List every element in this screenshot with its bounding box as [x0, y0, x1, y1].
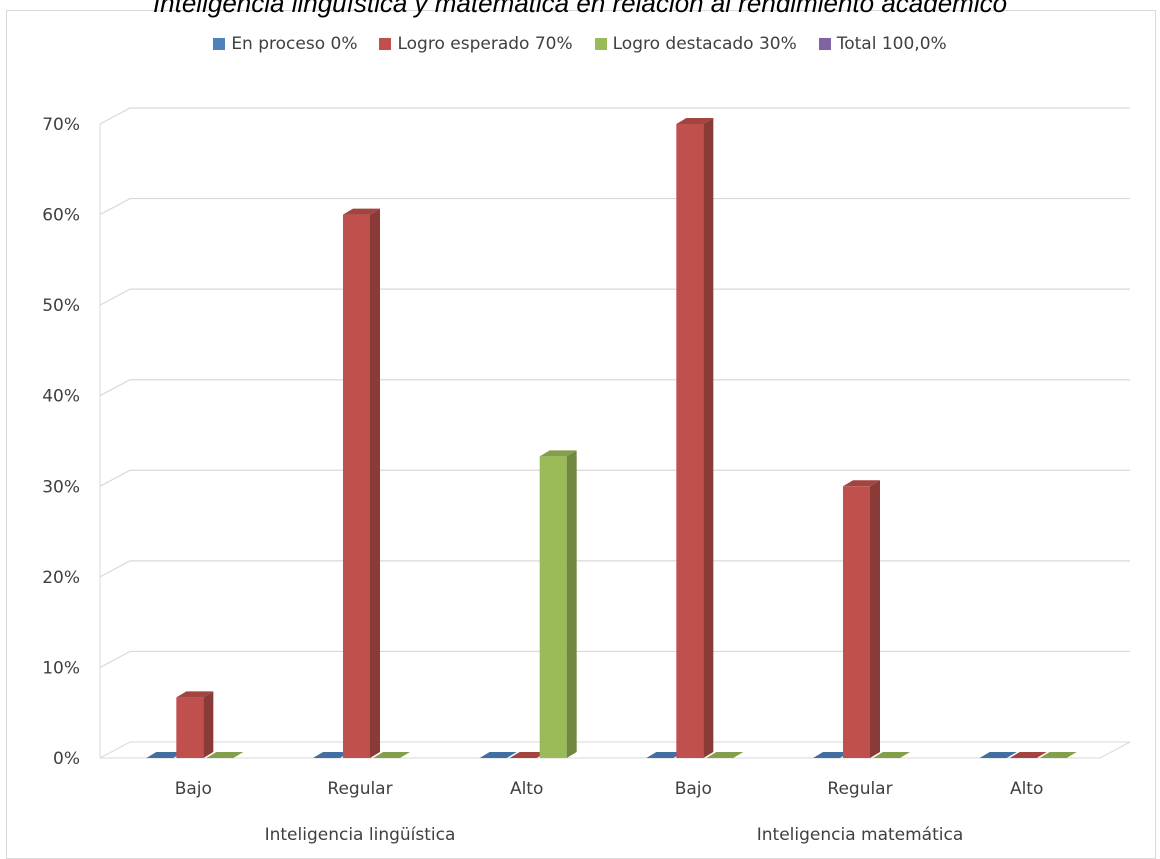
bar-side [203, 691, 214, 758]
x-tick-label: Regular [827, 779, 892, 799]
y-tick-label: 40% [42, 387, 80, 407]
x-tick-label: Alto [510, 779, 543, 799]
x-tick-label: Bajo [175, 779, 212, 799]
bar-top [843, 480, 880, 487]
y-tick-label: 70% [42, 115, 80, 135]
bar-top [176, 691, 214, 698]
gridline [99, 650, 1130, 668]
bar-side [566, 450, 577, 758]
bar-top [813, 752, 850, 758]
legend-label: Logro esperado 70% [397, 34, 573, 54]
bar [176, 697, 204, 758]
bar-top [343, 208, 380, 215]
bar [843, 486, 870, 758]
y-tick-label: 20% [42, 568, 80, 588]
gridline [99, 560, 1130, 578]
legend-swatch [818, 38, 831, 50]
bar-top [979, 752, 1017, 758]
bar-top [1009, 752, 1047, 758]
bar-top [479, 752, 517, 758]
bar [343, 214, 370, 759]
x-tick-label: Alto [1010, 779, 1043, 799]
bar-top [373, 752, 410, 758]
floor [99, 741, 1131, 759]
bar-top [676, 118, 714, 124]
bar-side [870, 480, 880, 758]
legend-label: Total 100,0% [836, 34, 947, 54]
legend-swatch [379, 38, 392, 50]
bar-side [370, 208, 380, 759]
legend: En proceso 0% Logro esperado 70% Logro des… [0, 34, 1160, 54]
bar-top [313, 752, 350, 758]
legend-item: Total 100,0% [818, 34, 947, 54]
bar-top [646, 752, 684, 758]
chart-title: Inteligencia lingüística y matemática en… [152, 0, 1008, 18]
y-tick-label: 0% [53, 749, 80, 769]
bar-top [1039, 752, 1077, 758]
x-group-label: Inteligencia matemática [757, 825, 964, 845]
legend-swatch [213, 38, 226, 50]
bar-top [146, 752, 184, 758]
y-tick-label: 10% [42, 658, 80, 678]
bar-top [509, 752, 547, 758]
x-group-label: Inteligencia lingüística [265, 825, 456, 845]
y-tick-label: 60% [42, 206, 80, 226]
legend-item: Logro destacado 30% [594, 34, 797, 54]
y-tick-label: 50% [42, 296, 80, 316]
bar-side [703, 118, 714, 758]
gridline [99, 288, 1130, 306]
bar-top [706, 752, 744, 758]
gridline [99, 107, 1130, 125]
y-tick-label: 30% [42, 477, 80, 497]
legend-swatch [594, 38, 607, 50]
bar-top [539, 450, 577, 457]
legend-item: En proceso 0% [213, 34, 357, 54]
x-tick-label: Regular [327, 779, 392, 799]
legend-label: Logro destacado 30% [612, 34, 797, 54]
gridline [99, 379, 1130, 397]
bar [676, 124, 704, 758]
gridline [99, 469, 1130, 487]
x-tick-label: Bajo [675, 779, 712, 799]
bar-top [206, 752, 244, 758]
legend-item: Logro esperado 70% [379, 34, 573, 54]
bar [539, 456, 567, 758]
bar-top [873, 752, 910, 758]
legend-label: En proceso 0% [231, 34, 358, 54]
gridline [99, 197, 1130, 216]
